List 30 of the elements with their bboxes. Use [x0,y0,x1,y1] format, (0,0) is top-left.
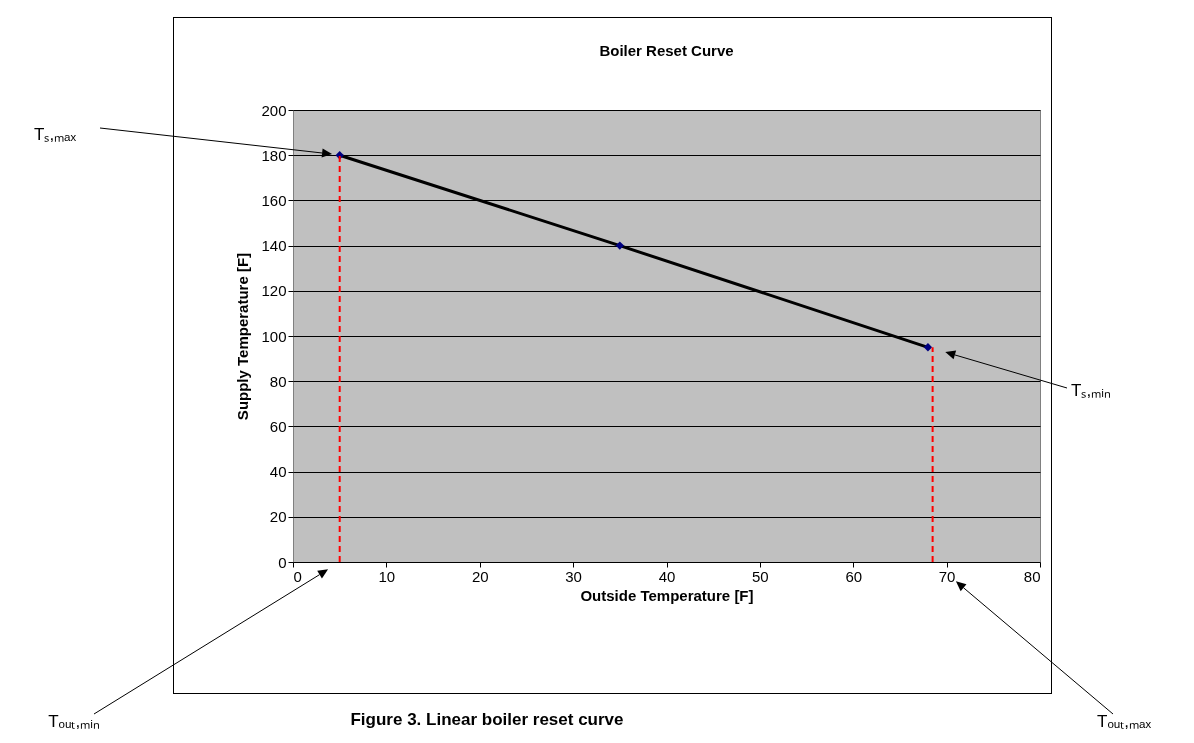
x-tick-label: 70 [938,567,956,585]
y-tick-label: 80 [269,372,287,390]
y-tick-label: 100 [261,327,287,345]
x-tick-label: 10 [378,567,396,585]
y-tick-label: 140 [261,237,287,255]
text: Tₒᵤₜ,ₘᵢₙ [48,712,100,731]
x-axis-title: Outside Temperature [F] [580,586,754,604]
y-tick-label: 120 [261,282,287,300]
y-tick-label: 0 [278,553,287,571]
x-tick-label: 80 [1023,567,1041,585]
chart-title: Boiler Reset Curve [599,42,734,59]
x-tick-label: 40 [658,567,676,585]
x-tick-label: 50 [752,567,769,585]
point [615,241,624,250]
y-tick-label: 200 [261,101,287,119]
y-tick-label: 60 [269,417,287,435]
x-tick-label: 20 [471,567,489,585]
text: Tₛ,ₘₐₓ [33,125,77,144]
x-tick-label: 0 [293,567,302,585]
y-axis-title: Supply Temperature [F] [234,252,252,421]
y-tick-label: 20 [269,508,287,526]
x-tick-label: 30 [565,567,582,585]
point [923,343,933,352]
y-tick-label: 40 [269,463,287,481]
text: Tₒᵤₜ,ₘₐₓ [1097,712,1152,731]
x-tick-label: 60 [845,567,863,585]
caption: Figure 3. Linear boiler reset curve [350,710,624,729]
y-tick-label: 160 [261,191,287,209]
y-tick-label: 180 [261,146,287,164]
text: Tₛ,ₘᵢₙ [1071,381,1111,400]
